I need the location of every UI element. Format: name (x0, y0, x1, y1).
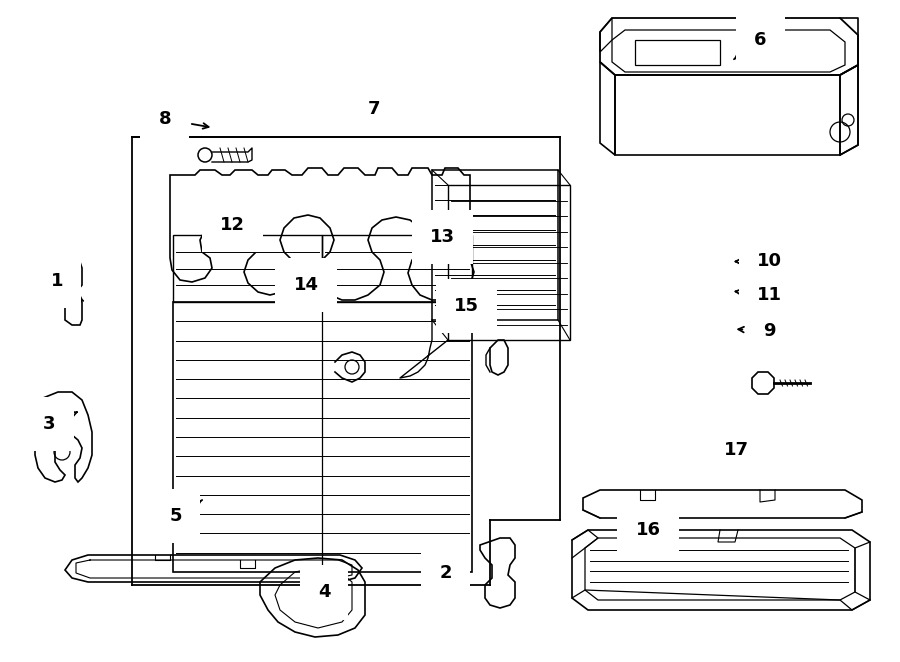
Text: 13: 13 (426, 228, 455, 246)
Text: 17: 17 (718, 441, 749, 460)
Text: 8: 8 (158, 110, 209, 128)
Text: 11: 11 (735, 285, 782, 304)
Text: 1: 1 (50, 272, 84, 301)
Text: 15: 15 (451, 297, 479, 315)
Text: 5: 5 (169, 500, 202, 526)
Text: 3: 3 (43, 412, 76, 433)
Text: 4: 4 (305, 576, 330, 602)
Text: 12: 12 (220, 216, 245, 240)
Text: 10: 10 (735, 252, 782, 271)
Text: 16: 16 (635, 514, 661, 539)
Text: 2: 2 (439, 554, 452, 582)
Text: 7: 7 (367, 100, 380, 120)
Text: 6: 6 (734, 30, 767, 60)
Text: 14: 14 (293, 275, 319, 295)
Text: 9: 9 (738, 322, 776, 340)
